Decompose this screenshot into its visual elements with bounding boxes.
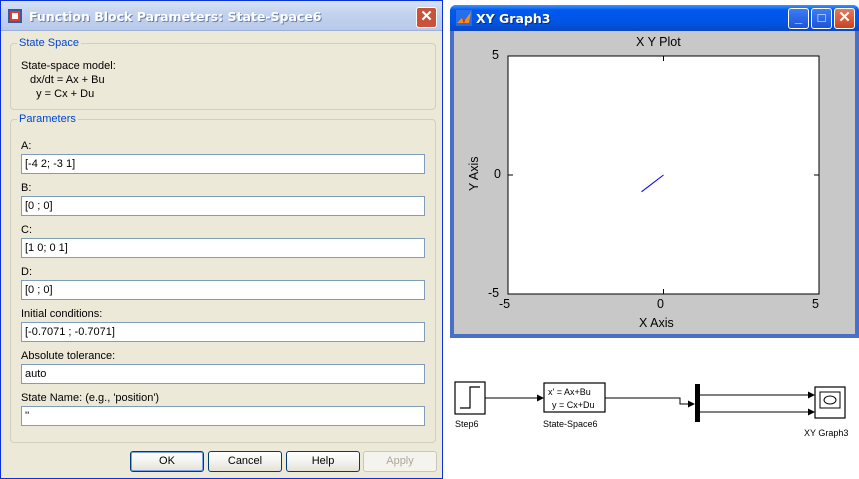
param-c-input[interactable] [21, 238, 425, 258]
block-parameters-dialog: Function Block Parameters: State-Space6 … [0, 0, 443, 479]
x-tick-label-max: 5 [812, 297, 819, 311]
dialog-title-bar[interactable]: Function Block Parameters: State-Space6 … [1, 1, 442, 31]
description-line-2: dx/dt = Ax + Bu [30, 74, 105, 86]
param-b-label: B: [21, 182, 32, 194]
param-d-input[interactable] [21, 280, 425, 300]
dialog-close-button[interactable]: ✕ [416, 7, 437, 28]
param-a-input[interactable] [21, 154, 425, 174]
ok-button[interactable]: OK [130, 451, 204, 472]
x-tick-label-zero: 0 [657, 297, 664, 311]
plot-title: X Y Plot [636, 35, 681, 49]
y-tick-label-zero: 0 [494, 167, 501, 181]
state-space-group-label: State Space [19, 37, 79, 49]
description-line-3: y = Cx + Du [30, 88, 95, 100]
param-c-label: C: [21, 224, 32, 236]
figure-area: X Y Plot X Axis Y Axis -5 0 5 5 0 -5 [454, 31, 855, 334]
step-block-label: Step6 [455, 419, 479, 429]
y-tick-label-max: 5 [492, 48, 499, 62]
absolute-tolerance-label: Absolute tolerance: [21, 350, 116, 362]
xy-plot-chart [507, 55, 820, 295]
ss-block-label: State-Space6 [543, 419, 598, 429]
dialog-title: Function Block Parameters: State-Space6 [29, 9, 322, 24]
param-d-label: D: [21, 266, 32, 278]
mux-block[interactable] [695, 384, 700, 422]
param-a-label: A: [21, 140, 32, 152]
ss-block-equation-2: y = Cx+Du [552, 400, 595, 410]
state-space-group: State Space [10, 37, 436, 110]
axis-ticks [507, 55, 820, 295]
y-axis-label: Y Axis [467, 156, 481, 191]
initial-conditions-input[interactable] [21, 322, 425, 342]
state-name-input[interactable] [21, 406, 425, 426]
ss-block-equation-1: x' = Ax+Bu [548, 387, 591, 397]
absolute-tolerance-input[interactable] [21, 364, 425, 384]
xy-graph-window: XY Graph3 _ □ ✕ X Y Plot X Axis Y Axis -… [450, 5, 859, 338]
y-tick-label-min: -5 [488, 286, 500, 300]
series-line [641, 174, 664, 193]
help-button[interactable]: Help [286, 451, 360, 472]
parameters-group-label: Parameters [19, 113, 76, 125]
xy-graph-block[interactable] [814, 386, 846, 419]
xy-graph-block-label: XY Graph3 [804, 428, 849, 438]
matlab-figure-icon [456, 10, 472, 26]
graph-title-bar[interactable]: XY Graph3 _ □ ✕ [450, 5, 859, 31]
graph-window-title: XY Graph3 [476, 11, 551, 26]
param-b-input[interactable] [21, 196, 425, 216]
parameters-group: Parameters [10, 113, 436, 443]
state-name-label: State Name: (e.g., 'position') [21, 392, 160, 404]
maximize-button[interactable]: □ [811, 8, 832, 29]
signal-line-ss-to-mux[interactable] [605, 397, 695, 408]
initial-conditions-label: Initial conditions: [21, 308, 103, 320]
x-axis-label: X Axis [639, 316, 674, 330]
cancel-button[interactable]: Cancel [208, 451, 282, 472]
apply-button[interactable]: Apply [363, 451, 437, 472]
step-block[interactable] [454, 381, 486, 415]
simulink-diagram [454, 381, 846, 422]
state-space-block[interactable] [543, 382, 606, 413]
x-tick-label-min: -5 [499, 297, 511, 311]
graph-close-button[interactable]: ✕ [834, 8, 855, 29]
plot-series [641, 174, 664, 193]
description-line-1: State-space model: [21, 60, 116, 72]
minimize-button[interactable]: _ [788, 8, 809, 29]
simulink-block-icon [8, 9, 22, 23]
